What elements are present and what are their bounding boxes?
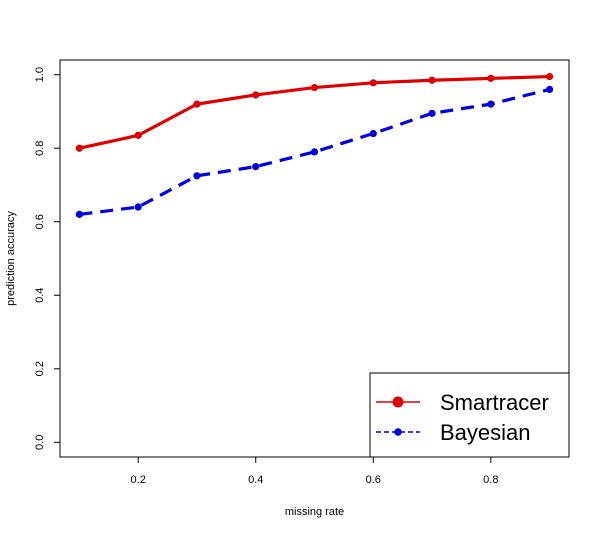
series-points: [75, 72, 554, 218]
legend: Smartracer Bayesian: [369, 372, 570, 458]
bayesian-point: [546, 85, 554, 94]
bayesian-point: [134, 203, 142, 211]
bayesian-point: [193, 172, 201, 180]
bayesian-point: [428, 109, 436, 117]
smartracer-point: [428, 76, 436, 84]
y-tick-label: 0.6: [34, 214, 46, 229]
smartracer-point: [369, 79, 377, 87]
bayesian-point: [487, 100, 495, 108]
plot-frame: [59, 59, 570, 458]
legend-marker-smartracer: [392, 396, 404, 408]
y-tick-label: 0.0: [34, 435, 46, 450]
y-tick-label: 0.2: [34, 361, 46, 376]
y-axis-label: prediction accuracy: [5, 211, 17, 306]
y-tick-label: 0.8: [34, 141, 46, 156]
smartracer-point: [134, 131, 142, 139]
smartracer-point: [252, 91, 260, 99]
bayesian-point: [75, 210, 83, 218]
smartracer-point: [546, 72, 554, 81]
legend-marker-bayesian: [394, 428, 402, 436]
bayesian-series-line: [79, 87, 550, 216]
smartracer-point: [193, 100, 201, 108]
y-tick-label: 0.4: [34, 288, 46, 303]
smartracer-point: [75, 144, 83, 152]
x-axis-label: missing rate: [285, 506, 344, 518]
x-tick-label: 0.4: [248, 474, 263, 486]
bayesian-point: [252, 163, 260, 171]
bayesian-point: [310, 148, 319, 156]
legend-box: [369, 372, 570, 458]
axes-group: 0.2 0.4 0.6 0.8 0.0 0.2 0.4 0.6 0.8 1.0 missing ra…: [5, 67, 498, 518]
x-tick-label: 0.8: [483, 474, 498, 486]
x-tick-label: 0.6: [366, 474, 381, 486]
legend-label-smartracer: Smartracer: [440, 390, 549, 415]
y-tick-label: 1.0: [34, 67, 46, 82]
smartracer-point: [487, 74, 495, 82]
bayesian-point: [369, 129, 377, 138]
legend-label-bayesian: Bayesian: [440, 420, 531, 445]
x-tick-label: 0.2: [131, 474, 146, 486]
smartracer-point: [310, 83, 319, 92]
